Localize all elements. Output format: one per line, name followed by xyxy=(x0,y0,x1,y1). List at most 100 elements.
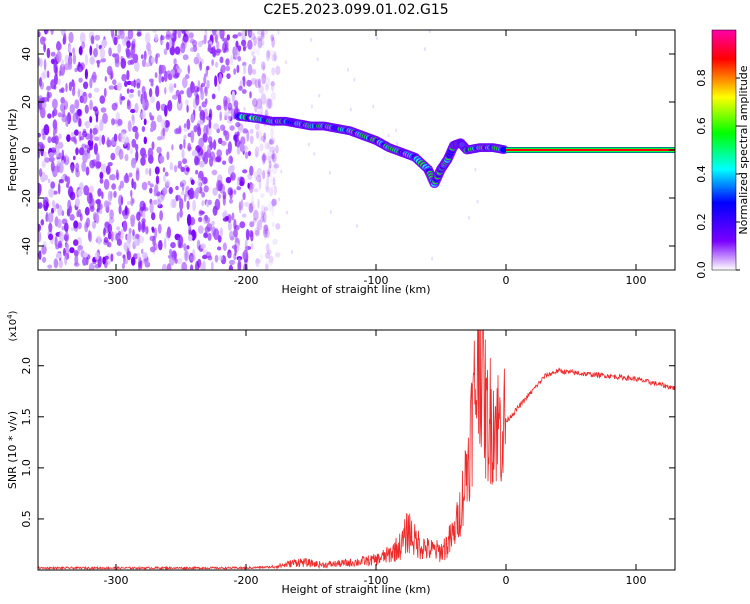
noise-blob xyxy=(211,93,216,100)
noise-blob xyxy=(147,49,152,56)
noise-blob xyxy=(72,53,77,65)
noise-blob xyxy=(271,67,275,76)
noise-blob xyxy=(103,200,110,208)
noise-blob xyxy=(275,144,279,154)
noise-blob xyxy=(130,217,135,227)
noise-blob xyxy=(203,155,209,165)
noise-blob xyxy=(72,47,75,54)
noise-blob xyxy=(183,127,188,132)
noise-blob xyxy=(38,202,43,209)
noise-blob xyxy=(77,109,83,117)
noise-blob xyxy=(143,136,147,145)
noise-blob xyxy=(170,199,174,209)
noise-blob xyxy=(204,214,209,222)
noise-blob xyxy=(182,33,189,43)
noise-blob xyxy=(70,164,74,174)
noise-blob xyxy=(102,112,108,124)
noise-blob xyxy=(66,134,71,143)
noise-blob xyxy=(68,81,72,92)
noise-blob xyxy=(56,146,60,155)
x-tick-label: 0 xyxy=(503,274,510,287)
noise-blob xyxy=(39,57,43,68)
noise-blob xyxy=(260,210,266,218)
noise-blob xyxy=(252,98,258,107)
noise-blob xyxy=(183,243,187,250)
noise-blob xyxy=(177,30,182,39)
noise-blob xyxy=(181,261,188,270)
noise-blob xyxy=(53,205,57,212)
noise-blob xyxy=(266,97,272,108)
noise-blob xyxy=(219,30,225,40)
noise-blob xyxy=(117,118,123,126)
noise-blob xyxy=(190,131,194,144)
noise-blob xyxy=(120,228,124,240)
noise-blob xyxy=(100,57,106,63)
noise-blob xyxy=(107,231,112,240)
noise-blob xyxy=(264,260,271,265)
noise-blob xyxy=(259,253,263,261)
noise-blob xyxy=(117,43,122,54)
noise-blob xyxy=(239,180,245,187)
noise-blob xyxy=(61,160,65,166)
noise-blob xyxy=(161,76,165,83)
colorbar-tick-label: 0.8 xyxy=(695,69,708,87)
noise-blob xyxy=(214,254,219,263)
noise-blob xyxy=(175,127,182,134)
noise-region xyxy=(38,30,479,270)
noise-blob xyxy=(73,262,80,267)
noise-blob xyxy=(136,82,141,89)
noise-blob xyxy=(242,46,246,52)
noise-blob xyxy=(136,31,142,37)
noise-blob xyxy=(38,143,41,154)
noise-blob xyxy=(228,252,232,259)
noise-blob xyxy=(67,63,73,70)
noise-blob xyxy=(218,255,223,261)
noise-blob xyxy=(242,61,247,67)
noise-blob xyxy=(156,146,162,154)
noise-blob xyxy=(119,30,125,40)
noise-blob xyxy=(140,248,144,254)
noise-blob xyxy=(50,147,56,154)
noise-blob xyxy=(189,38,195,44)
noise-blob xyxy=(182,77,188,89)
noise-blob xyxy=(263,132,267,140)
noise-blob xyxy=(86,147,91,154)
noise-blob xyxy=(128,227,132,234)
noise-blob xyxy=(239,143,245,153)
noise-blob xyxy=(103,227,106,236)
noise-blob xyxy=(215,156,222,163)
noise-blob xyxy=(173,83,177,88)
noise-blob xyxy=(94,252,100,261)
noise-blob xyxy=(257,198,260,209)
noise-blob xyxy=(186,118,191,130)
noise-blob xyxy=(137,221,142,233)
noise-blob xyxy=(42,132,46,141)
noise-blob xyxy=(112,53,117,58)
noise-blob xyxy=(253,55,256,61)
noise-blob xyxy=(101,163,107,174)
noise-blob xyxy=(242,249,249,261)
spectrogram-x-ticks: -300 -200 -100 0 100 xyxy=(104,30,647,287)
noise-blob xyxy=(186,104,189,113)
noise-blob xyxy=(78,117,82,127)
noise-blob xyxy=(101,39,108,47)
noise-blob xyxy=(57,78,61,86)
noise-blob xyxy=(183,249,189,262)
noise-blob xyxy=(241,39,247,47)
noise-blob xyxy=(89,99,93,111)
noise-blob xyxy=(156,114,163,123)
noise-blob xyxy=(227,147,231,155)
x-tick-label: 100 xyxy=(626,274,647,287)
noise-blob xyxy=(474,167,477,172)
noise-blob xyxy=(93,48,98,58)
noise-blob xyxy=(197,177,202,188)
noise-blob xyxy=(165,41,170,51)
noise-blob xyxy=(41,101,47,109)
noise-blob xyxy=(260,193,265,198)
noise-blob xyxy=(151,226,155,231)
noise-blob xyxy=(169,162,174,171)
noise-blob xyxy=(316,57,319,62)
noise-blob xyxy=(249,184,254,194)
noise-blob xyxy=(120,96,126,101)
